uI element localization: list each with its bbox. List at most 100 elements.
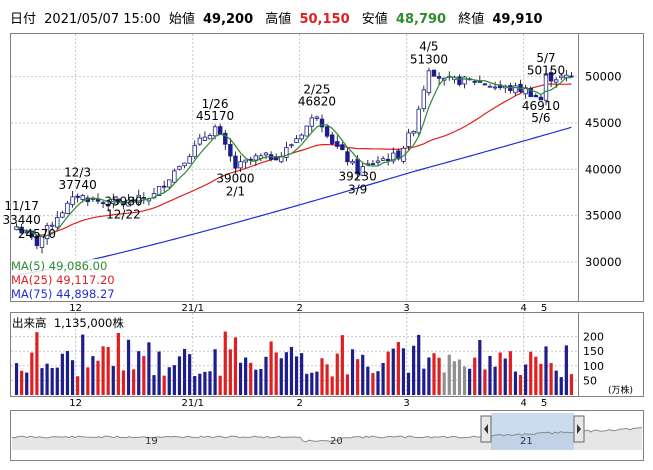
candle-body <box>319 118 325 128</box>
volume-x-ticks: 12 21/1 2 3 4 5 <box>69 398 547 409</box>
price-x-ticks: 12 21/1 2 3 4 5 <box>69 303 547 314</box>
volume-bar <box>30 352 34 395</box>
volume-bar <box>366 366 370 395</box>
volume-bar <box>142 356 146 395</box>
volume-bar <box>350 349 355 395</box>
candle-body <box>487 85 493 88</box>
volume-bar <box>518 374 523 395</box>
volume-bar <box>386 351 390 395</box>
volume-bar <box>126 339 131 395</box>
volume-bar <box>340 335 344 395</box>
candle-body <box>345 151 350 163</box>
candle-body <box>223 132 228 145</box>
navigator-area[interactable]: 19 20 21 <box>11 413 643 450</box>
candle-body <box>335 141 340 147</box>
annotation-label: 45170 <box>196 109 234 123</box>
volume-bar <box>483 369 487 395</box>
candle-body <box>105 204 111 207</box>
low-value: 48,790 <box>395 12 447 27</box>
volume-bar <box>442 372 446 395</box>
candle-body <box>559 75 564 79</box>
candle-body <box>100 202 106 204</box>
candle-body <box>29 230 35 238</box>
low-label: 安値 <box>361 12 388 27</box>
volume-bar <box>45 363 49 395</box>
legend-ma25: MA(25) 49,117.20 <box>11 273 117 287</box>
candle-body <box>217 126 223 135</box>
price-tick-label: 40000 <box>585 162 622 176</box>
annotation-label: 2/1 <box>226 184 245 198</box>
navigator-fill <box>12 427 642 450</box>
candle-body <box>492 86 498 89</box>
volume-bar <box>55 367 59 395</box>
volume-tick-label: 200 <box>583 331 604 344</box>
volume-bar <box>345 374 350 395</box>
high-label: 高値 <box>265 12 292 27</box>
candle-body <box>304 125 309 137</box>
volume-bar <box>101 346 105 395</box>
volume-bar <box>40 368 44 395</box>
annotation-label: 3/9 <box>348 182 367 196</box>
candle-body <box>55 217 60 228</box>
volume-bar <box>391 348 395 395</box>
volume-bar <box>554 370 558 395</box>
price-tick-label: 30000 <box>585 255 622 269</box>
annotation-label: 39230 <box>339 169 377 183</box>
navigator-year-label: 20 <box>330 436 343 447</box>
candle-body <box>329 134 335 145</box>
annotation-label: 50150 <box>527 63 565 77</box>
candle-body <box>121 203 126 206</box>
candle-body <box>457 76 462 85</box>
volume-bar <box>106 347 110 395</box>
navigator-line <box>11 427 643 443</box>
candle-body <box>340 144 345 151</box>
volume-bar <box>218 375 222 395</box>
price-x-tick-label: 21/1 <box>181 303 203 314</box>
volume-bar <box>376 371 380 395</box>
volume-bar <box>417 334 421 395</box>
candle-body <box>553 79 559 83</box>
candle-body <box>324 126 330 137</box>
annotation-label: 37740 <box>59 178 97 192</box>
volume-title: 出来高 1,135,000株 <box>12 316 124 330</box>
candle-body <box>314 116 320 119</box>
volume-bar <box>60 353 64 395</box>
candle-body <box>436 76 442 79</box>
annotation-label: 12/22 <box>106 207 141 221</box>
candle-body <box>472 80 477 83</box>
volume-bar <box>498 352 502 395</box>
price-panel-frame <box>10 33 644 302</box>
volume-tick-label: 150 <box>583 345 604 358</box>
date-value: 2021/05/07 15:00 <box>44 12 161 27</box>
close-value: 49,910 <box>492 12 543 27</box>
candle-body <box>253 155 259 161</box>
volume-bar <box>208 371 212 395</box>
volume-bar <box>81 334 85 395</box>
volume-bar <box>167 367 171 395</box>
volume-bar <box>468 368 472 395</box>
volume-bar <box>539 363 543 395</box>
annotation-label: 39000 <box>216 171 254 185</box>
candle-body <box>533 95 539 98</box>
volume-bar <box>529 351 533 395</box>
close-label: 終値 <box>458 12 485 27</box>
ma5-line <box>16 75 572 238</box>
annotation-label: 5/6 <box>531 111 550 125</box>
candle-body <box>238 161 243 169</box>
volume-bar <box>198 373 202 395</box>
volume-bar <box>172 365 176 395</box>
volume-bar <box>300 353 304 395</box>
candle-body <box>350 160 355 164</box>
candle-body <box>426 70 432 94</box>
ma25-line <box>16 83 572 236</box>
price-x-tick-label: 3 <box>403 303 409 314</box>
candle-body <box>80 195 85 200</box>
candle-body <box>136 194 141 203</box>
volume-bar <box>203 371 207 395</box>
volume-bar <box>284 352 288 395</box>
annotation-label: 51300 <box>410 53 448 67</box>
volume-unit: (万株) <box>608 384 633 396</box>
volume-bar <box>35 332 39 395</box>
